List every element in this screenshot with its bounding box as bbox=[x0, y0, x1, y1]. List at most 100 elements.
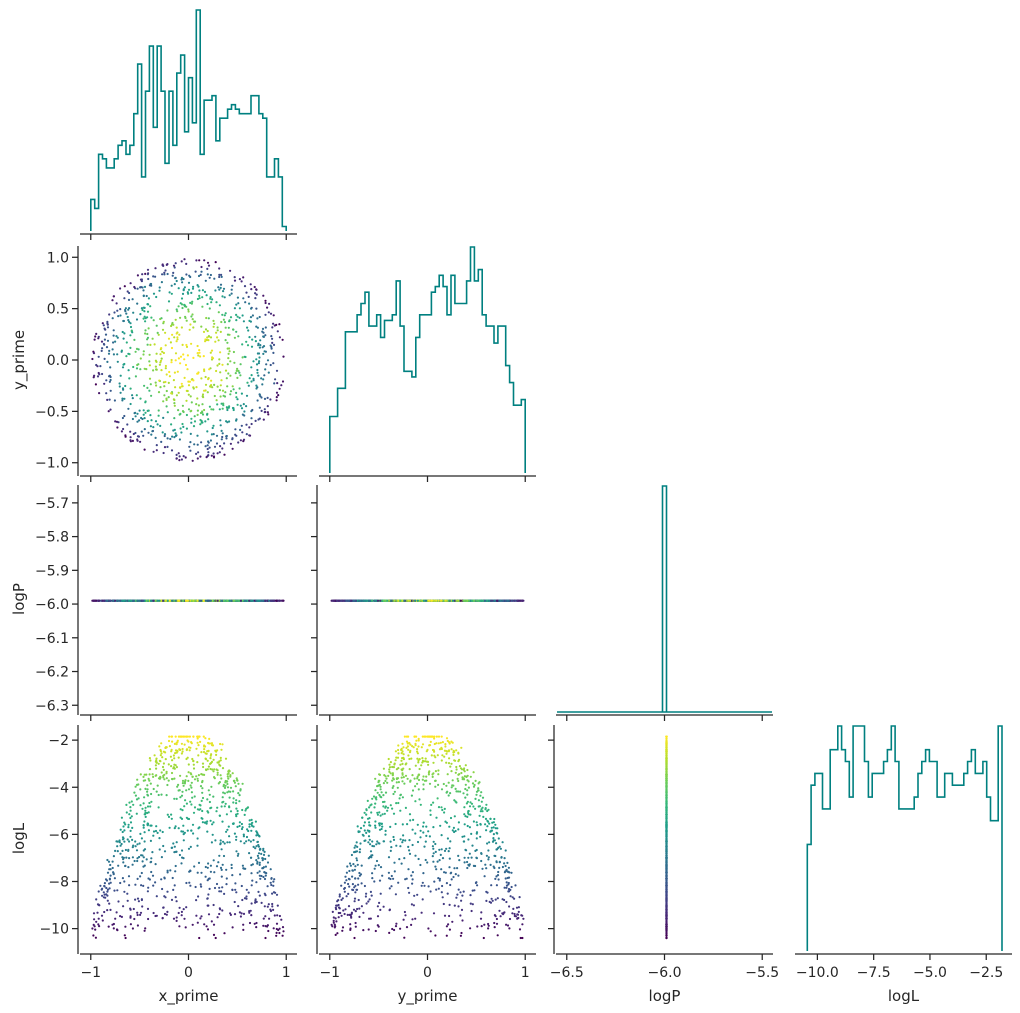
scatter-point bbox=[142, 317, 145, 320]
scatter-point bbox=[180, 458, 183, 461]
scatter-point bbox=[188, 735, 191, 738]
scatter-point bbox=[201, 403, 204, 406]
scatter-point bbox=[173, 428, 176, 431]
scatter-point bbox=[462, 599, 466, 602]
scatter-point bbox=[204, 340, 207, 343]
scatter-point bbox=[209, 807, 212, 810]
scatter-point bbox=[258, 870, 261, 873]
scatter-point bbox=[433, 880, 436, 883]
scatter-point bbox=[492, 833, 495, 836]
scatter-point bbox=[195, 403, 198, 406]
scatter-point bbox=[274, 378, 277, 381]
scatter-point bbox=[170, 284, 173, 287]
scatter-point bbox=[143, 285, 147, 288]
scatter-point bbox=[415, 739, 418, 742]
scatter-point bbox=[456, 777, 459, 781]
scatter-point bbox=[362, 824, 365, 827]
scatter-point bbox=[351, 875, 354, 878]
scatter-point bbox=[248, 823, 251, 826]
scatter-point bbox=[360, 864, 363, 867]
scatter-point bbox=[99, 365, 102, 368]
scatter-point bbox=[474, 881, 477, 885]
scatter-point bbox=[106, 398, 109, 401]
scatter-point bbox=[242, 833, 245, 836]
scatter-point bbox=[150, 800, 153, 803]
scatter-point bbox=[195, 747, 198, 750]
scatter-point bbox=[144, 779, 147, 782]
scatter-point bbox=[186, 829, 189, 832]
scatter-point bbox=[167, 779, 170, 782]
scatter-point bbox=[261, 599, 264, 602]
scatter-point bbox=[146, 907, 150, 911]
scatter-point bbox=[163, 778, 166, 781]
scatter-point bbox=[157, 391, 161, 394]
scatter-point bbox=[166, 813, 169, 816]
scatter-point bbox=[129, 439, 132, 442]
scatter-point bbox=[471, 844, 474, 847]
scatter-point bbox=[447, 850, 450, 853]
scatter-point bbox=[119, 915, 122, 918]
scatter-point bbox=[389, 840, 392, 843]
scatter-point bbox=[235, 807, 238, 810]
scatter-point bbox=[250, 818, 253, 822]
scatter-point bbox=[242, 403, 245, 406]
scatter-point bbox=[173, 283, 176, 286]
scatter-point bbox=[150, 824, 153, 827]
scatter-point bbox=[224, 599, 227, 602]
scatter-point bbox=[164, 364, 167, 368]
scatter-point bbox=[160, 281, 163, 284]
scatter-point bbox=[367, 900, 370, 903]
scatter-point bbox=[408, 839, 411, 842]
scatter-point bbox=[366, 817, 370, 820]
scatter-point bbox=[210, 785, 213, 788]
scatter-point bbox=[190, 291, 193, 294]
scatter-point bbox=[494, 877, 497, 881]
scatter-point bbox=[382, 794, 385, 797]
scatter-point bbox=[151, 337, 154, 340]
scatter-point bbox=[154, 365, 157, 368]
scatter-point bbox=[123, 285, 126, 288]
scatter-point bbox=[215, 442, 219, 445]
scatter-point bbox=[114, 340, 117, 343]
scatter-point bbox=[414, 800, 417, 803]
scatter-point bbox=[470, 802, 474, 805]
scatter-point bbox=[278, 599, 281, 602]
scatter-point bbox=[104, 878, 108, 881]
scatter-point bbox=[258, 393, 261, 396]
scatter-point bbox=[201, 809, 204, 813]
scatter-point bbox=[209, 385, 212, 388]
scatter-point bbox=[259, 344, 262, 347]
scatter-point bbox=[168, 375, 171, 378]
scatter-point bbox=[175, 919, 178, 923]
scatter-point bbox=[473, 783, 476, 787]
scatter-point bbox=[238, 821, 241, 824]
scatter-point bbox=[230, 863, 233, 867]
scatter-point bbox=[196, 457, 199, 460]
scatter-point bbox=[209, 870, 212, 873]
scatter-point bbox=[208, 276, 211, 279]
scatter-point bbox=[238, 911, 241, 914]
scatter-point bbox=[264, 326, 267, 329]
scatter-point bbox=[223, 792, 226, 795]
scatter-point bbox=[189, 869, 192, 872]
scatter-point bbox=[270, 335, 273, 338]
scatter-point bbox=[236, 376, 239, 379]
scatter-point bbox=[374, 826, 377, 829]
scatter-point bbox=[242, 440, 245, 443]
scatter-point bbox=[488, 599, 491, 602]
scatter-point bbox=[234, 882, 237, 885]
scatter-point bbox=[400, 748, 403, 752]
scatter-point bbox=[394, 759, 397, 762]
scatter-point bbox=[187, 384, 191, 387]
scatter-point bbox=[489, 830, 492, 833]
scatter-point bbox=[491, 840, 495, 843]
scatter-point bbox=[189, 746, 192, 749]
scatter-point bbox=[105, 379, 108, 382]
scatter-point bbox=[365, 813, 368, 816]
scatter-point bbox=[173, 777, 176, 780]
scatter-point bbox=[180, 794, 184, 797]
scatter-point bbox=[416, 823, 419, 826]
scatter-point bbox=[349, 923, 352, 926]
scatter-point bbox=[353, 846, 356, 849]
scatter-point bbox=[238, 278, 241, 281]
